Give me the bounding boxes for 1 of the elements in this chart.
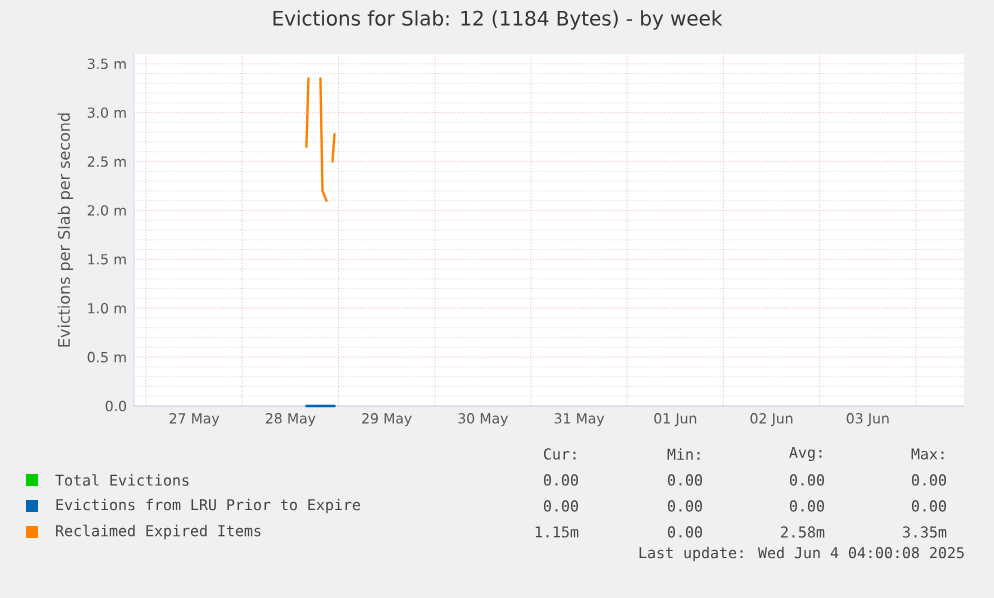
chart-title: Evictions for Slab: 12 (1184 Bytes) - by week <box>273 10 723 30</box>
